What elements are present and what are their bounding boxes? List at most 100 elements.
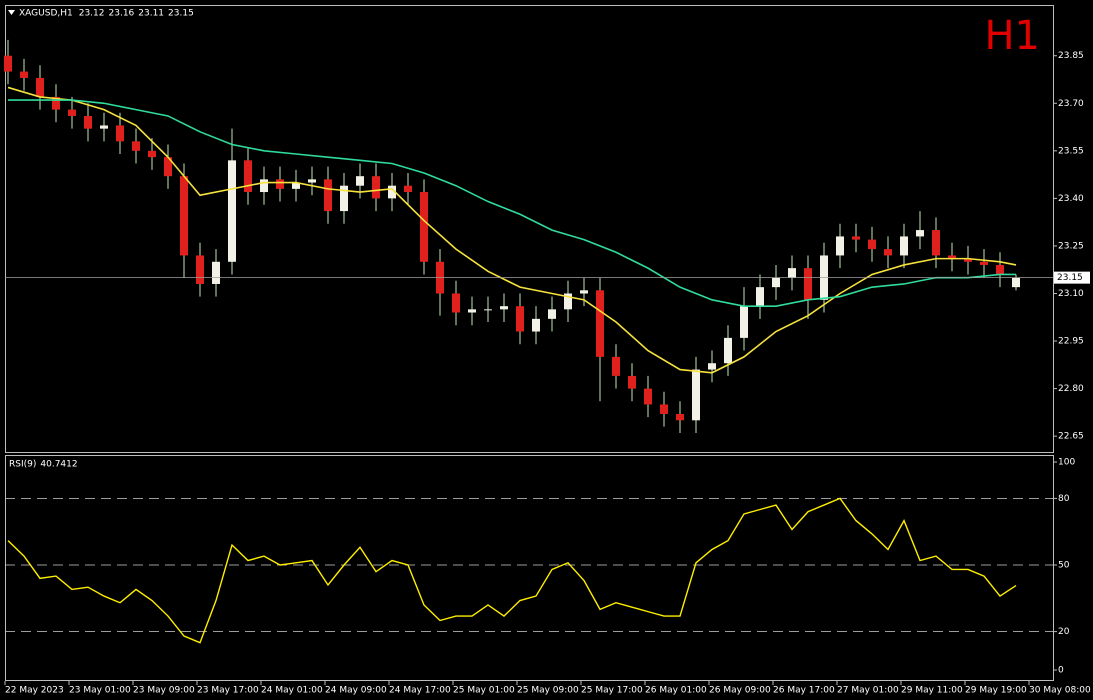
y-tick-label: 23.85 [1058,51,1084,61]
ohlc-close: 23.15 [168,9,194,19]
candle-body [132,141,140,151]
candle-body [772,277,780,288]
x-tick-label: 24 May 09:00 [325,686,387,696]
x-tick-label: 26 May 01:00 [645,686,707,696]
candle-body [660,404,668,414]
candle-body [324,179,332,212]
candle-body [292,182,300,189]
menu-arrow [8,10,15,15]
x-tick-label: 25 May 09:00 [517,686,579,696]
x-tick-label: 26 May 17:00 [773,686,835,696]
candle-body [372,176,380,199]
timeframe-label: H1 [984,13,1040,59]
ohlc-low: 23.11 [138,9,164,19]
candle-body [100,125,108,129]
y-tick-label: 0 [1058,666,1064,676]
ohlc-high: 23.16 [109,9,135,19]
y-tick-label: 22.65 [1058,432,1084,442]
x-tick-label: 25 May 17:00 [581,686,643,696]
price-tag-label: 23.15 [1057,273,1083,283]
candle-body [804,268,812,300]
x-tick-label: 29 May 11:00 [901,686,963,696]
candle-body [644,388,652,405]
candle-body [852,236,860,240]
y-tick-label: 23.55 [1058,146,1084,156]
x-tick-label: 22 May 2023 [5,686,64,696]
candle-body [500,306,508,310]
candle-body [996,264,1004,275]
x-tick-label: 23 May 01:00 [69,686,131,696]
candle-body [404,185,412,193]
x-tick-label: 23 May 17:00 [197,686,259,696]
candle-body [916,230,924,237]
candle-body [452,293,460,313]
candle-body [356,176,364,186]
candle-body [212,261,220,284]
main-panel [5,5,1054,453]
candle-body [484,309,492,311]
y-tick-label: 23.10 [1058,289,1084,299]
x-tick-label: 29 May 19:00 [965,686,1027,696]
y-tick-label: 23.70 [1058,99,1084,109]
candle-body [564,293,572,310]
candle-body [612,356,620,376]
y-tick-label: 100 [1058,458,1075,468]
y-tick-label: 22.80 [1058,384,1084,394]
candle-body [788,268,796,278]
candle-body [580,290,588,294]
candle-body [228,160,236,262]
candle-body [724,337,732,364]
y-tick-label: 80 [1058,494,1070,504]
candle-body [548,309,556,319]
candle-body [244,160,252,193]
candle-body [52,96,60,110]
candle-body [884,249,892,256]
y-tick-label: 20 [1058,627,1070,637]
candle-body [196,255,204,284]
price-tag [1054,271,1090,284]
x-tick-label: 25 May 01:00 [453,686,515,696]
candle-body [948,255,956,259]
rsi-title: RSI(9) [9,460,36,470]
candle-body [532,318,540,332]
candle-body [868,239,876,250]
candle-body [628,375,636,389]
candle-body [692,369,700,421]
candle-body [4,55,12,72]
candle-body [420,192,428,262]
candle-body [836,236,844,256]
ohlc-open: 23.12 [79,9,105,19]
moving-average [8,99,1016,307]
candle-body [756,287,764,307]
candle-body [68,109,76,116]
candle-body [180,176,188,256]
candle-body [708,363,716,370]
x-tick-label: 30 May 08:00 [1029,686,1091,696]
symbol-title: XAGUSD,H1 [19,9,73,19]
candle-body [900,236,908,256]
y-tick-label: 50 [1058,561,1070,571]
candle-body [676,413,684,421]
rsi-panel [5,455,1054,681]
rsi-line [7,497,1017,644]
y-tick-label: 23.25 [1058,241,1084,251]
candle-body [308,179,316,183]
moving-average [7,86,1017,374]
candle-body [36,77,44,97]
candle-body [388,185,396,199]
candle-body [964,258,972,262]
candle-body [516,306,524,332]
x-tick-label: 26 May 09:00 [709,686,771,696]
rsi-value: 40.7412 [40,460,77,470]
candle-body [276,179,284,189]
candle-body [20,71,28,78]
candle-body [260,179,268,193]
candle-body [148,150,156,158]
y-tick-label: 22.95 [1058,337,1084,347]
y-tick-label: 23.40 [1058,194,1084,204]
x-tick-label: 24 May 17:00 [389,686,451,696]
candle-body [84,115,92,129]
candle-body [596,290,604,357]
candle-body [340,185,348,212]
